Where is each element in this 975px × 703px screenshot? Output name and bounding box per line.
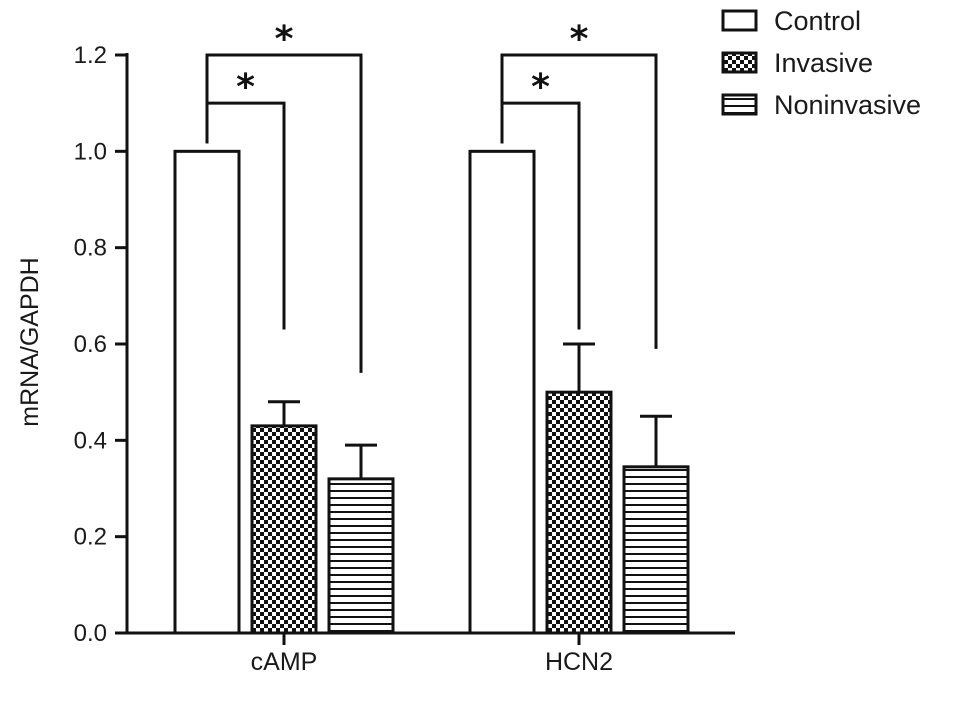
legend-label-invasive: Invasive xyxy=(774,48,873,78)
x-category-label: HCN2 xyxy=(545,648,613,676)
y-tick-label: 0.0 xyxy=(74,620,107,647)
legend-label-control: Control xyxy=(774,6,861,36)
legend-swatch-invasive xyxy=(721,51,758,74)
bar-control-hcn2 xyxy=(468,149,536,635)
y-tick-label: 1.0 xyxy=(74,138,107,165)
legend-swatch-noninvasive xyxy=(721,93,758,116)
bar-control-camp xyxy=(173,149,241,635)
y-tick-label: 0.2 xyxy=(74,524,107,551)
y-axis-label: mRNA/GAPDH xyxy=(16,257,44,426)
y-tick-label: 0.4 xyxy=(74,427,107,454)
y-tick-label: 0.6 xyxy=(74,331,107,358)
significance-star: * xyxy=(275,19,294,60)
legend-swatch-control xyxy=(721,9,758,32)
significance-star: * xyxy=(570,19,589,60)
x-category-label: cAMP xyxy=(251,648,318,676)
bar-noninvasive-camp xyxy=(327,477,395,635)
significance-bracket xyxy=(205,53,363,373)
significance-star: * xyxy=(531,67,550,108)
significance-star: * xyxy=(236,67,255,108)
y-tick-label: 0.8 xyxy=(74,235,107,262)
bar-noninvasive-hcn2 xyxy=(622,465,690,635)
legend-label-noninvasive: Noninvasive xyxy=(774,90,921,120)
bar-invasive-camp xyxy=(250,424,318,635)
significance-bracket xyxy=(500,53,658,349)
y-tick-label: 1.2 xyxy=(74,42,107,69)
bar-invasive-hcn2 xyxy=(545,390,613,635)
